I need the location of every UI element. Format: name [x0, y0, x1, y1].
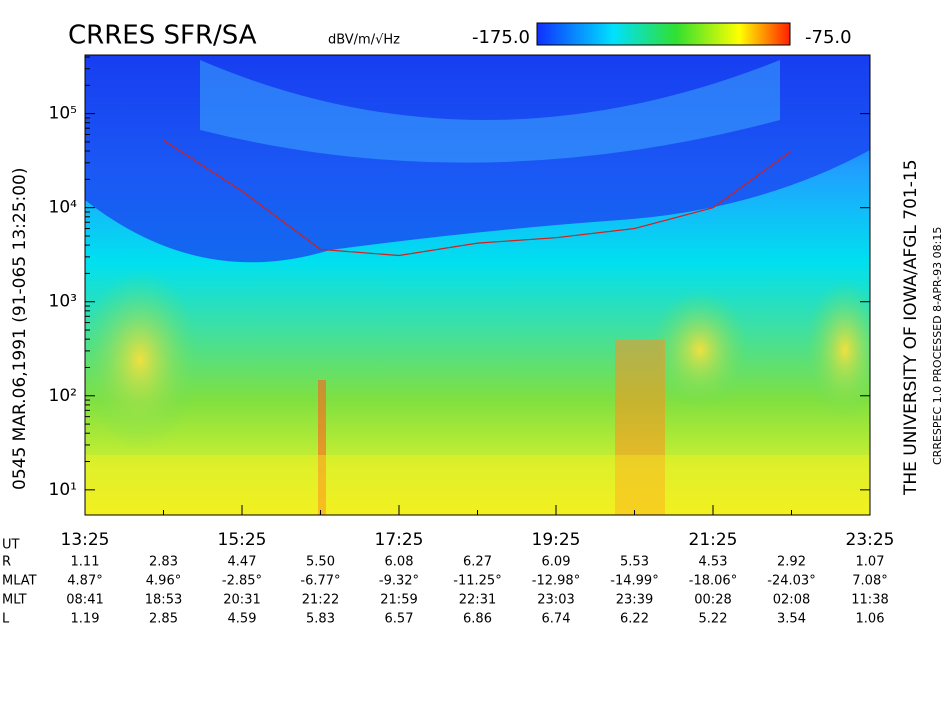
ephemeris-value: 6.27: [463, 555, 492, 570]
colorbar-min: -175.0: [472, 27, 530, 48]
ephemeris-value: 4.87°: [67, 574, 102, 589]
ephemeris-value: 4.47: [228, 555, 257, 570]
x-tick-label: 13:25: [61, 530, 110, 550]
ephemeris-value: 11:38: [851, 593, 888, 608]
ephemeris-value: 1.19: [71, 612, 100, 627]
ephemeris-value: 4.53: [699, 555, 728, 570]
ephemeris-value: 6.57: [385, 612, 414, 627]
ephemeris-value: -9.32°: [379, 574, 419, 589]
ephemeris-value: 1.06: [856, 612, 885, 627]
ephemeris-value: 5.53: [620, 555, 649, 570]
x-tick-label: 21:25: [689, 530, 738, 550]
y-tick-label: 10⁵: [49, 104, 77, 124]
ephemeris-value: 23:39: [616, 593, 653, 608]
ephemeris-value: 2.92: [777, 555, 806, 570]
title: CRRES SFR/SA: [68, 21, 257, 51]
ephemeris-value: -11.25°: [453, 574, 501, 589]
ephemeris-value: -14.99°: [610, 574, 658, 589]
ephemeris-value: 6.09: [542, 555, 571, 570]
ephemeris-value: -6.77°: [300, 574, 340, 589]
ephemeris-value: 20:31: [223, 593, 260, 608]
ephemeris-value: 08:41: [66, 593, 103, 608]
ephemeris-value: 02:08: [773, 593, 810, 608]
ephemeris-value: 23:03: [537, 593, 574, 608]
ephemeris-value: 18:53: [145, 593, 182, 608]
y-tick-label: 10⁴: [49, 198, 78, 218]
ephemeris-row-label: MLAT: [2, 574, 37, 589]
ephemeris-value: -12.98°: [532, 574, 580, 589]
ephemeris-value: 6.08: [385, 555, 414, 570]
x-tick-label: 23:25: [846, 530, 895, 550]
ephemeris-row-label: R: [2, 555, 11, 570]
ephemeris-value: 3.54: [777, 612, 806, 627]
left-label: 0545 MAR.06,1991 (91-065 13:25:00): [10, 167, 30, 490]
colorbar: [536, 22, 791, 46]
y-tick-label: 10³: [49, 292, 77, 312]
ephemeris-value: 5.22: [699, 612, 728, 627]
x-tick-label: 17:25: [375, 530, 424, 550]
ephemeris-value: 6.86: [463, 612, 492, 627]
ephemeris-value: 2.85: [149, 612, 178, 627]
ephemeris-value: 4.96°: [146, 574, 181, 589]
ephemeris-value: 2.83: [149, 555, 178, 570]
ephemeris-value: 6.22: [620, 612, 649, 627]
ephemeris-value: 22:31: [459, 593, 496, 608]
ephemeris-value: 21:22: [302, 593, 339, 608]
ephemeris-value: 1.07: [856, 555, 885, 570]
ephemeris-value: 4.59: [228, 612, 257, 627]
right-label: THE UNIVERSITY OF IOWA/AFGL 701-15: [901, 159, 921, 496]
ephemeris-axis-label: UT: [2, 538, 20, 553]
ephemeris-value: 5.50: [306, 555, 335, 570]
ephemeris-value: 7.08°: [852, 574, 887, 589]
ephemeris-value: -18.06°: [689, 574, 737, 589]
ephemeris-value: 5.83: [306, 612, 335, 627]
x-tick-label: 19:25: [532, 530, 581, 550]
colorbar-unit: dBV/m/√Hz: [328, 33, 400, 48]
spectrogram: [85, 55, 870, 515]
ephemeris-row-label: L: [2, 612, 10, 627]
ephemeris-value: 6.74: [542, 612, 571, 627]
colorbar-max: -75.0: [805, 27, 852, 48]
right-small-label: CRRESPEC 1.0 PROCESSED 8-APR-93 08:15: [931, 227, 944, 465]
plasma-line: [163, 139, 792, 257]
y-tick-label: 10¹: [49, 480, 77, 500]
ephemeris-value: -2.85°: [222, 574, 262, 589]
y-tick-label: 10²: [49, 386, 77, 406]
ephemeris-value: -24.03°: [767, 574, 815, 589]
ephemeris-value: 00:28: [694, 593, 731, 608]
ephemeris-value: 21:59: [380, 593, 417, 608]
ephemeris-row-label: MLT: [2, 593, 27, 608]
ephemeris-value: 1.11: [71, 555, 100, 570]
x-tick-label: 15:25: [218, 530, 267, 550]
